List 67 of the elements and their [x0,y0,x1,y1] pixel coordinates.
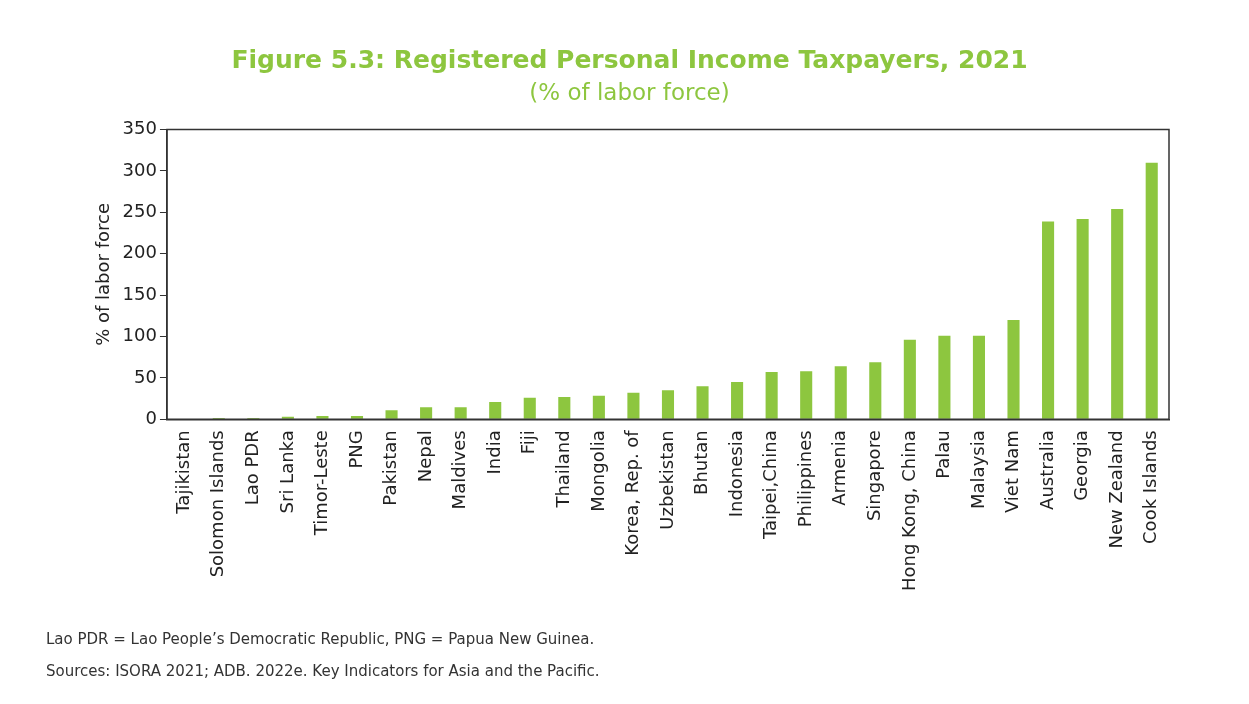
x-tick-label: Timor-Leste [310,430,332,537]
y-axis-title: % of labor force [92,203,114,346]
x-tick-label: Fiji [517,430,539,455]
x-tick-label: Philippines [793,430,815,528]
y-tick-label: 300 [122,158,157,180]
x-tick-label: Australia [1035,430,1057,510]
bar [558,396,571,419]
y-tick-label: 0 [145,406,157,428]
bar [1111,209,1124,419]
x-tick-label: Hong Kong, China [897,430,919,591]
bar [938,335,951,419]
x-tick-label: Armenia [828,430,850,506]
bar [903,339,916,419]
x-tick-label: Thailand [551,430,573,509]
x-tick-label: Georgia [1070,430,1092,501]
x-tick-label: Korea, Rep. of [621,429,643,556]
bar [350,415,364,419]
x-tick-label: Viet Nam [1001,430,1023,514]
x-tick-label: Singapore [862,430,884,522]
x-tick-label: Uzbekistan [655,430,677,530]
x-tick-label: Bhutan [690,430,712,495]
x-tick-label: India [482,430,504,475]
x-tick-label: Maldives [448,430,470,510]
x-tick-label: PNG [344,430,366,469]
x-tick-label: Nepal [413,430,435,483]
text: Lao PDR = Lao People’s Democratic Republic, PNG = Papua New Guinea. [46,629,595,648]
bar [661,390,675,419]
bar [316,415,329,419]
bar [592,395,605,419]
x-tick-label: Palau [932,430,954,479]
x-tick-label: Indonesia [724,430,746,518]
x-tick-label: Taipei,China [759,430,781,540]
bar [1076,218,1089,419]
x-tick-label: Malaysia [966,430,988,509]
x-tick-label: Sri Lanka [275,430,297,514]
bar [696,386,709,419]
bar [627,392,640,419]
bar [454,407,467,419]
y-tick-label: 350 [122,117,157,139]
x-tick-label: Tajikistan [171,430,193,515]
source-note: Sources: ISORA 2021; ADB. 2022e. Key Indicators for Asia and the Pacific. [46,661,600,680]
x-tick-label: Mongolia [586,430,608,512]
x-tick-label: Lao PDR [241,430,263,506]
y-tick-label: 50 [134,365,157,387]
bar [489,401,502,419]
y-tick-label: 200 [122,241,157,263]
x-tick-label: Cook Islands [1139,430,1161,544]
chart-title: Figure 5.3: Registered Personal Income Taxpayers, 2021 [231,44,1028,74]
bar [765,372,778,419]
bar [420,407,433,419]
bar [972,335,985,419]
bar [385,410,398,419]
bar [834,366,847,419]
y-tick-label: 100 [122,324,157,346]
x-tick-label: New Zealand [1104,430,1126,549]
bar [869,362,882,419]
bar [1145,162,1158,419]
chart-subtitle: (% of labor force) [529,78,730,105]
bar [800,371,813,419]
y-tick-label: 150 [122,282,157,304]
x-tick-label: Solomon Islands [206,430,228,578]
bar [523,397,536,419]
x-tick-label: Pakistan [379,430,401,506]
bar [1007,319,1020,419]
y-tick-label: 250 [122,200,157,222]
bar [731,382,744,419]
bar [1042,221,1055,419]
